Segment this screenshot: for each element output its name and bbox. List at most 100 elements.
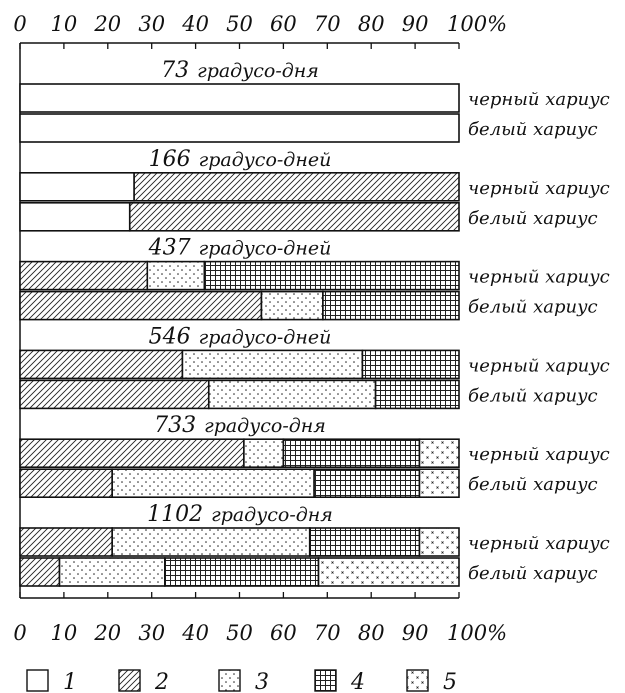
legend-label-4: 4: [350, 670, 365, 693]
bottom-tick-label: 20: [93, 621, 121, 645]
bar-segment-5: [418, 438, 460, 469]
group-value: 546: [149, 324, 191, 349]
species-label: белый хариус: [468, 208, 598, 229]
bar-segment-3: [260, 290, 324, 321]
species-label: черный хариус: [468, 178, 610, 199]
bar-segment-4: [322, 290, 460, 321]
legend-swatch-1: [26, 669, 49, 692]
group-value: 166: [149, 147, 191, 172]
species-label: белый хариус: [468, 119, 598, 140]
top-tick-label: 0: [13, 12, 26, 36]
group-166: 166 градусо-дней черный хариус белый хариус: [19, 147, 610, 232]
species-label: белый хариус: [468, 297, 598, 318]
group-value: 733: [154, 413, 196, 438]
group-label: 733 градусо-дня: [154, 413, 326, 438]
bottom-tick-label: 10: [51, 621, 78, 645]
group-1102: 1102 градусо-дня черный хариус белый хариус: [19, 502, 610, 587]
legend-swatch-5: [406, 669, 429, 692]
bar-segment-2: [19, 349, 184, 380]
legend-swatch-2: [118, 669, 141, 692]
bar-segment-4: [203, 260, 460, 291]
group-value: 437: [148, 236, 191, 261]
group-unit: градусо-дня: [197, 60, 319, 82]
bottom-tick-label: 100%: [447, 621, 507, 645]
top-tick-label: 40: [181, 12, 209, 36]
group-437: 437 градусо-дней черный хариус белый хариус: [19, 236, 610, 321]
bar-segment-4: [313, 468, 421, 499]
bar-segment-1: [19, 113, 460, 143]
top-tick-label: 10: [51, 12, 78, 36]
bar-segment-2: [19, 379, 210, 410]
legend-label-3: 3: [255, 670, 269, 693]
bar-segment-4: [374, 379, 460, 410]
group-546: 546 градусо-дней черный хариус белый хариус: [19, 324, 610, 410]
bottom-tick-label: 90: [402, 621, 429, 645]
bar-segment-4: [282, 438, 421, 469]
bottom-tick-label: 40: [181, 621, 209, 645]
bar-segment-3: [243, 438, 285, 469]
top-tick-label: 20: [93, 12, 121, 36]
species-label: белый хариус: [468, 385, 598, 406]
bar-segment-5: [317, 557, 460, 587]
bar-segment-2: [19, 468, 113, 499]
top-tick-label: 90: [402, 12, 429, 36]
group-label: 73 градусо-дня: [161, 58, 319, 83]
bottom-tick-label: 80: [358, 621, 385, 645]
top-tick-label: 60: [270, 12, 297, 36]
bar-segment-3: [207, 379, 377, 410]
species-label: черный хариус: [468, 355, 610, 376]
legend-swatch-3: [218, 669, 241, 692]
bar-segment-2: [19, 260, 149, 291]
bar-segment-5: [418, 468, 460, 499]
bar-segment-2: [128, 202, 460, 232]
group-label: 437 градусо-дней: [148, 236, 332, 261]
bottom-tick-label: 50: [226, 621, 253, 645]
group-label: 1102 градусо-дня: [147, 502, 333, 527]
group-unit: градусо-дня: [211, 504, 333, 526]
legend-label-2: 2: [154, 670, 169, 693]
top-tick-label: 100%: [447, 12, 507, 36]
bar-segment-4: [164, 557, 320, 587]
top-tick-label: 80: [358, 12, 385, 36]
bottom-tick-label: 0: [13, 621, 26, 645]
legend: 1 2 3 4 5: [26, 669, 457, 693]
bar-segment-3: [111, 468, 315, 499]
bottom-tick-label: 70: [314, 621, 341, 645]
bar-segment-2: [19, 290, 263, 321]
bar-segment-1: [19, 202, 131, 232]
group-unit: градусо-дней: [199, 326, 332, 348]
group-label: 546 градусо-дней: [149, 324, 332, 349]
top-tick-label: 50: [226, 12, 253, 36]
bar-segment-3: [146, 260, 206, 291]
species-label: белый хариус: [468, 563, 598, 584]
bar-segment-2: [133, 172, 460, 202]
bottom-tick-label: 30: [138, 621, 165, 645]
bar-segment-2: [19, 557, 61, 587]
bar-segment-5: [418, 527, 460, 557]
top-tick-label: 30: [138, 12, 165, 36]
top-axis: 0 10 20 30 40 50 60 70 80 90 100%: [13, 12, 507, 598]
group-value: 73: [161, 58, 189, 83]
group-value: 1102: [147, 502, 203, 527]
top-tick-label: 70: [314, 12, 341, 36]
legend-swatch-4: [314, 669, 337, 692]
bottom-axis: 0 10 20 30 40 50 60 70 80 90 100%: [13, 592, 507, 645]
species-label: черный хариус: [468, 444, 610, 465]
species-label: черный хариус: [468, 89, 610, 110]
bar-segment-3: [181, 349, 364, 380]
bar-segment-1: [19, 172, 135, 202]
bar-segment-2: [19, 438, 245, 469]
group-unit: градусо-дней: [199, 238, 332, 260]
bar-segment-3: [58, 557, 166, 587]
group-73: 73 градусо-дня черный хариус белый хариус: [19, 58, 610, 143]
species-label: черный хариус: [468, 267, 610, 288]
group-733: 733 градусо-дня черный хариус белый хариус: [19, 413, 610, 499]
species-label: белый хариус: [468, 474, 598, 495]
bar-segment-2: [19, 527, 113, 557]
bar-segment-4: [361, 349, 460, 380]
bar-segment-4: [308, 527, 421, 557]
group-label: 166 градусо-дней: [149, 147, 332, 172]
legend-label-5: 5: [443, 670, 457, 693]
